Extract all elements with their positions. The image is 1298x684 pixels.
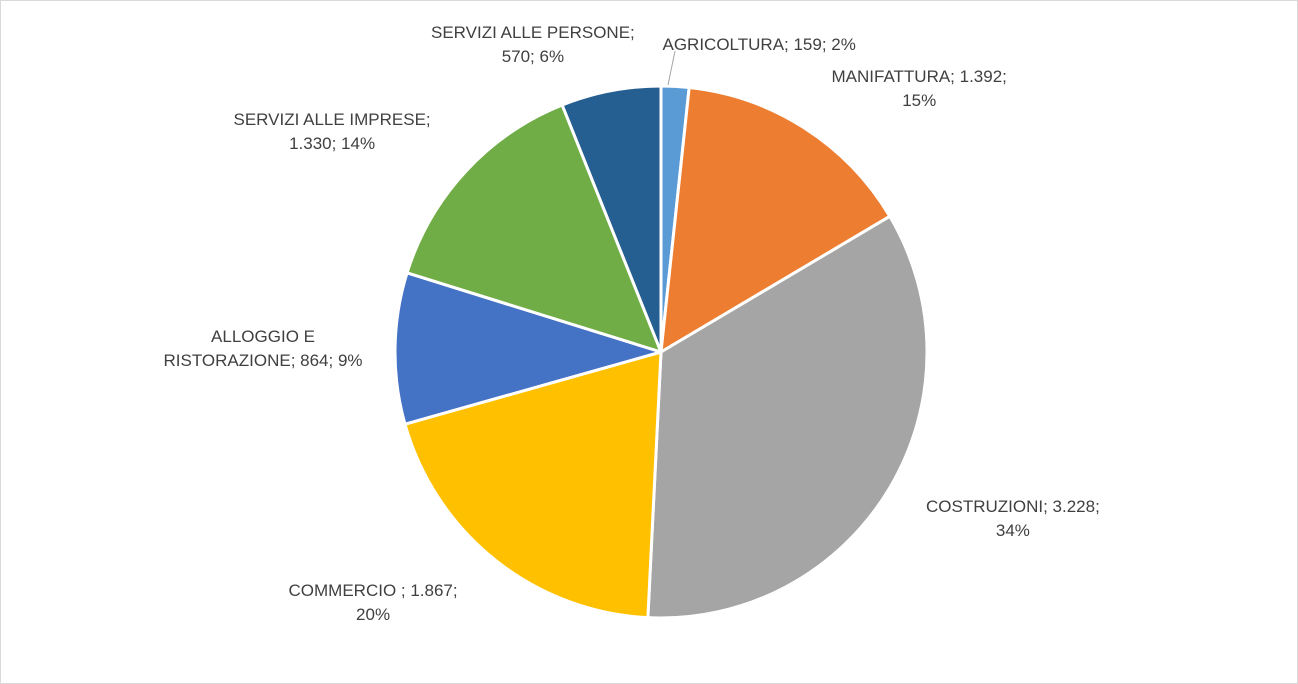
pie-slice-costruzioni bbox=[646, 214, 929, 620]
pie-slice-servizi-alle-imprese bbox=[405, 103, 663, 354]
data-label-commercio: COMMERCIO ; 1.867; 20% bbox=[289, 579, 458, 627]
pie-slice-alloggio-e-ristorazione bbox=[393, 271, 663, 426]
pie-slice-commercio bbox=[403, 350, 663, 620]
data-label-line: 20% bbox=[356, 605, 391, 624]
data-label-agricoltura: AGRICOLTURA; 159; 2% bbox=[663, 33, 856, 57]
data-label-servizi-alle-persone: SERVIZI ALLE PERSONE; 570; 6% bbox=[431, 21, 635, 69]
data-label-line: COSTRUZIONI; 3.228; bbox=[926, 497, 1100, 516]
data-label-line: 1.330; 14% bbox=[289, 134, 376, 153]
data-label-line: SERVIZI ALLE IMPRESE; bbox=[233, 110, 431, 129]
data-label-alloggio-e-ristorazione: ALLOGGIO E RISTORAZIONE; 864; 9% bbox=[164, 325, 363, 373]
data-label-line: MANIFATTURA; 1.392; bbox=[831, 67, 1007, 86]
data-label-servizi-alle-imprese: SERVIZI ALLE IMPRESE; 1.330; 14% bbox=[234, 108, 431, 156]
data-label-line: 34% bbox=[995, 521, 1030, 540]
data-label-line: 15% bbox=[902, 91, 937, 110]
data-label-line: SERVIZI ALLE PERSONE; bbox=[431, 23, 635, 42]
data-label-line: AGRICOLTURA; 159; 2% bbox=[662, 35, 856, 54]
data-label-manifattura: MANIFATTURA; 1.392; 15% bbox=[832, 65, 1007, 113]
data-label-line: RISTORAZIONE; 864; 9% bbox=[163, 351, 363, 370]
data-label-line: ALLOGGIO E bbox=[211, 327, 315, 346]
data-label-line: 570; 6% bbox=[501, 47, 565, 66]
data-label-costruzioni: COSTRUZIONI; 3.228; 34% bbox=[926, 495, 1100, 543]
pie-slice-manifattura bbox=[659, 86, 892, 354]
pie-slice-servizi-alle-persone bbox=[560, 84, 663, 354]
leader-line bbox=[667, 50, 676, 86]
data-label-line: COMMERCIO ; 1.867; bbox=[288, 581, 458, 600]
